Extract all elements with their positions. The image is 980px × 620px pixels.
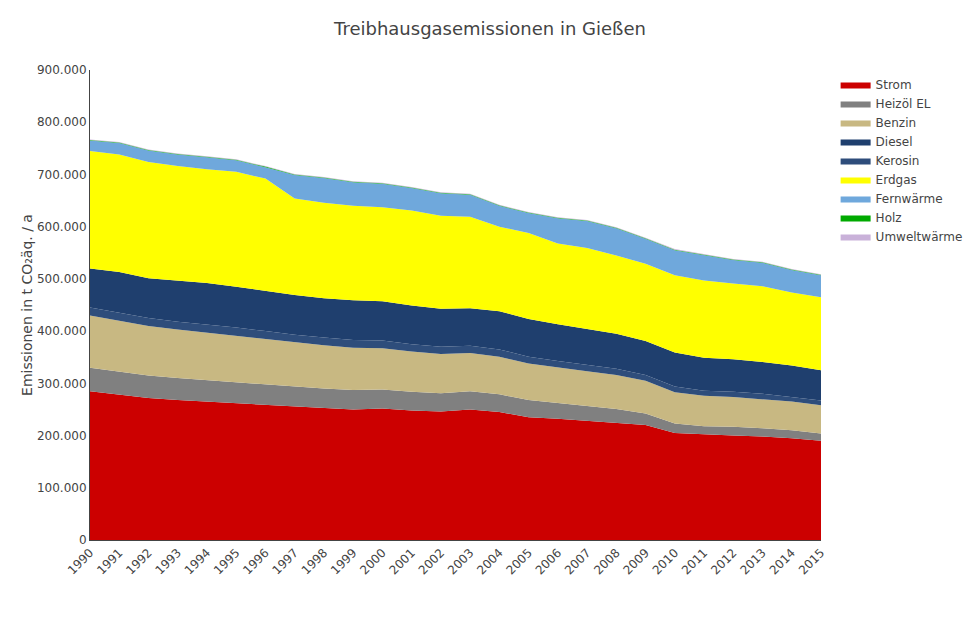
svg-text:1998: 1998 — [299, 546, 330, 577]
svg-text:0: 0 — [79, 533, 87, 547]
svg-text:2015: 2015 — [796, 546, 827, 577]
svg-text:400.000: 400.000 — [37, 324, 87, 338]
svg-text:2000: 2000 — [357, 546, 388, 577]
svg-text:2005: 2005 — [503, 546, 534, 577]
svg-text:2010: 2010 — [650, 546, 681, 577]
svg-text:1990: 1990 — [65, 546, 96, 577]
svg-text:2014: 2014 — [767, 546, 798, 577]
svg-text:Emissionen in t CO₂äq. / a: Emissionen in t CO₂äq. / a — [19, 214, 35, 396]
svg-text:1995: 1995 — [211, 546, 242, 577]
svg-text:1994: 1994 — [182, 546, 213, 577]
svg-text:700.000: 700.000 — [37, 168, 87, 182]
svg-text:Umweltwärme: Umweltwärme — [876, 230, 963, 244]
svg-text:800.000: 800.000 — [37, 115, 87, 129]
svg-text:Diesel: Diesel — [876, 135, 913, 149]
svg-text:2007: 2007 — [562, 546, 593, 577]
svg-text:2003: 2003 — [445, 546, 476, 577]
svg-text:Holz: Holz — [876, 211, 902, 225]
svg-text:2013: 2013 — [737, 546, 768, 577]
svg-text:2008: 2008 — [591, 546, 622, 577]
svg-text:1996: 1996 — [240, 546, 271, 577]
svg-text:1992: 1992 — [123, 546, 154, 577]
svg-text:200.000: 200.000 — [37, 429, 87, 443]
svg-text:300.000: 300.000 — [37, 377, 87, 391]
svg-text:Kerosin: Kerosin — [876, 154, 920, 168]
svg-text:Treibhausgasemissionen in Gieß: Treibhausgasemissionen in Gießen — [333, 18, 646, 39]
svg-text:1997: 1997 — [270, 546, 301, 577]
svg-text:500.000: 500.000 — [37, 272, 87, 286]
svg-text:2012: 2012 — [708, 546, 739, 577]
svg-text:900.000: 900.000 — [37, 63, 87, 77]
svg-text:1999: 1999 — [328, 546, 359, 577]
svg-text:Heizöl EL: Heizöl EL — [876, 97, 931, 111]
svg-text:1991: 1991 — [94, 546, 125, 577]
svg-text:Erdgas: Erdgas — [876, 173, 917, 187]
svg-text:2001: 2001 — [387, 546, 418, 577]
svg-text:2004: 2004 — [474, 546, 505, 577]
svg-text:100.000: 100.000 — [37, 481, 87, 495]
svg-text:Benzin: Benzin — [876, 116, 916, 130]
svg-text:2011: 2011 — [679, 546, 710, 577]
svg-text:Strom: Strom — [876, 78, 912, 92]
svg-text:600.000: 600.000 — [37, 220, 87, 234]
svg-text:2009: 2009 — [620, 546, 651, 577]
svg-text:1993: 1993 — [153, 546, 184, 577]
svg-text:2002: 2002 — [416, 546, 447, 577]
svg-text:2006: 2006 — [533, 546, 564, 577]
svg-text:Fernwärme: Fernwärme — [876, 192, 943, 206]
